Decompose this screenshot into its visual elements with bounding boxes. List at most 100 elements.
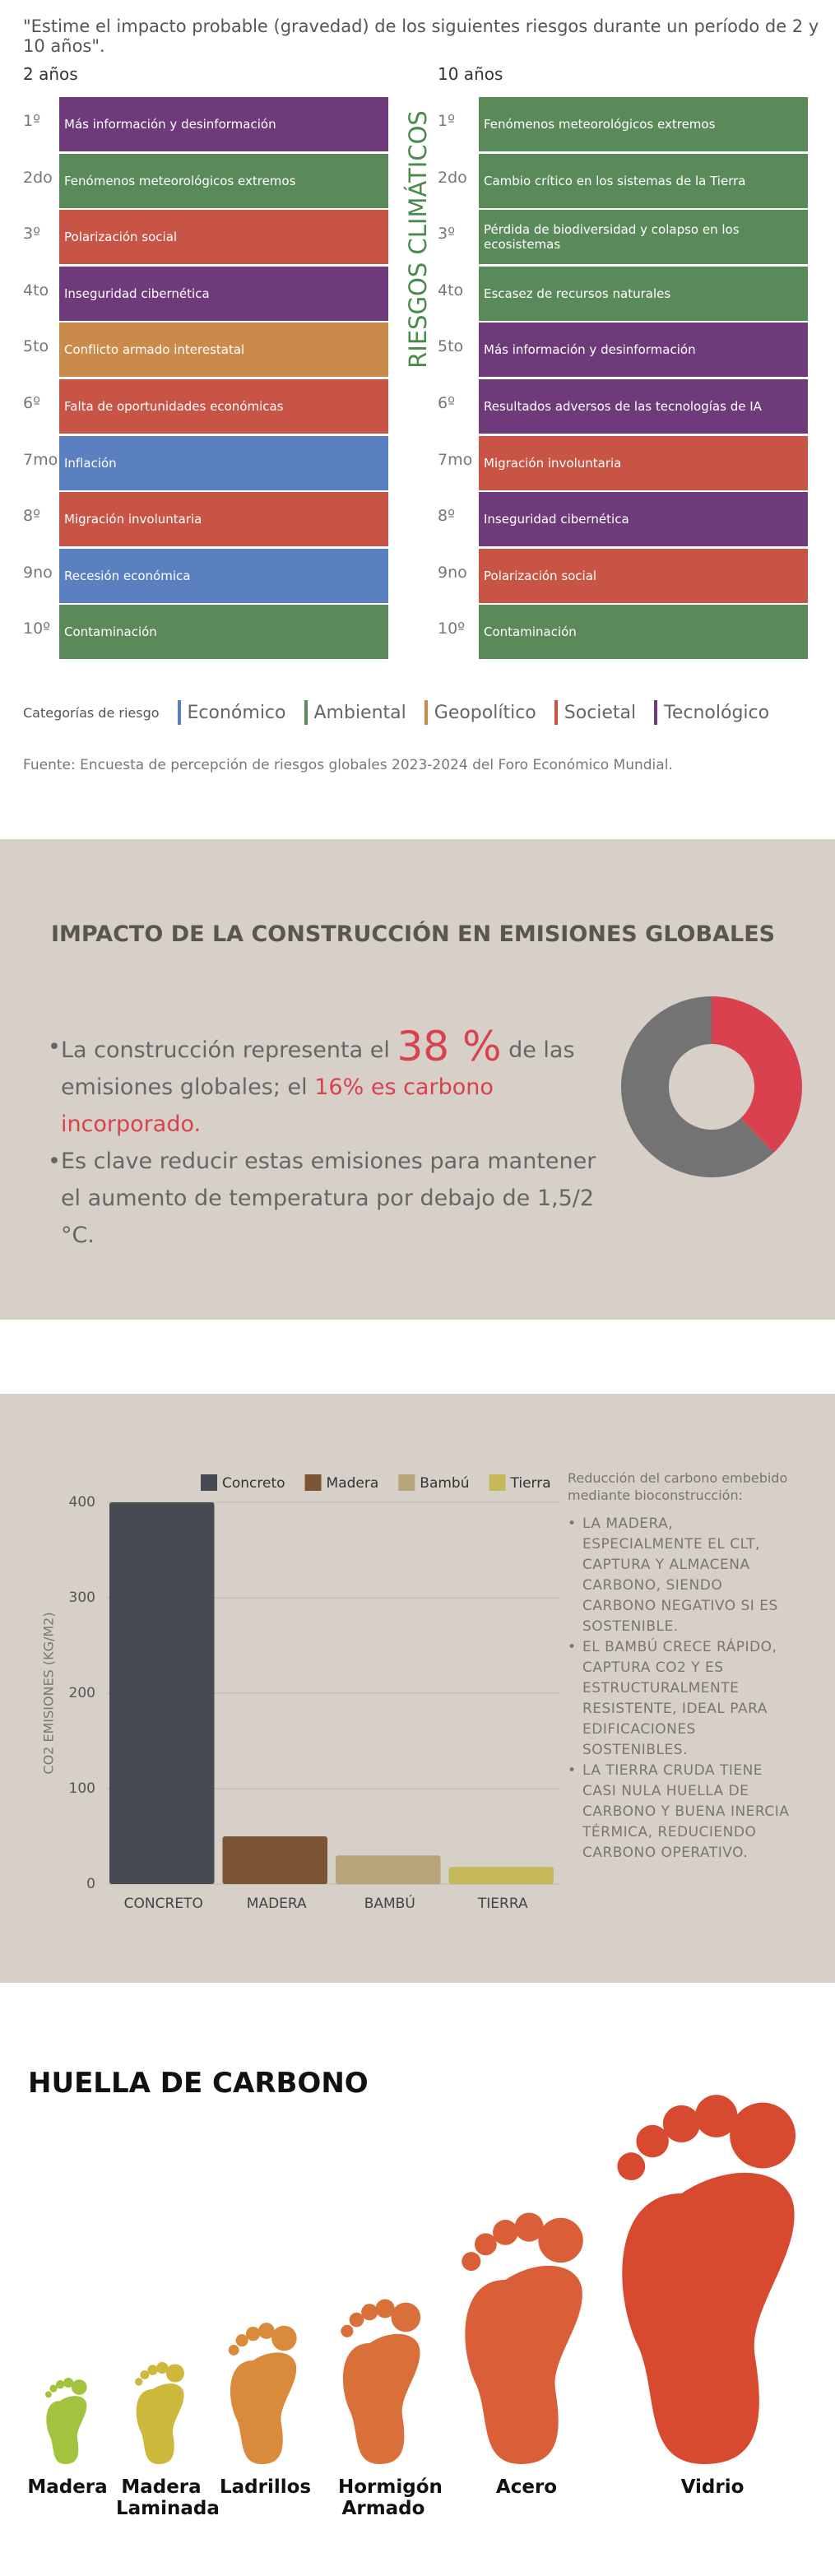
risk-legend: Categorías de riesgo Económico Ambiental G… <box>23 698 787 727</box>
risk-box: Polarización social <box>479 548 808 603</box>
rank: 7mo <box>438 450 473 469</box>
footprint-label: Vidrio <box>680 2476 745 2498</box>
column-label: 2 años <box>23 64 78 84</box>
risk-box: Inseguridad cibernética <box>59 266 388 321</box>
toe <box>228 2344 239 2356</box>
toe <box>271 2325 297 2351</box>
rank: 6º <box>23 394 41 412</box>
footprint-label: Madera Laminada <box>116 2476 220 2519</box>
rank: 5to <box>438 337 464 356</box>
note-text: LA MADERA, ESPECIALMENTE EL CLT, CAPTURA… <box>582 1515 778 1635</box>
toe <box>135 2378 143 2386</box>
toe <box>49 2384 58 2393</box>
legend-label: Bambú <box>420 1475 469 1492</box>
legend-swatch <box>489 1474 506 1491</box>
label-box: Vidrio <box>680 2476 745 2498</box>
legend-swatch <box>554 700 558 725</box>
label-box: Madera Laminada <box>116 2476 220 2519</box>
legend-item: Societal <box>554 700 636 725</box>
legend-label: Ambiental <box>313 702 406 723</box>
toe <box>617 2152 646 2181</box>
legend-swatch <box>654 700 658 725</box>
label-box: Ladrillos <box>220 2476 312 2498</box>
risk-box: Contaminación <box>59 605 388 660</box>
notes: • LA MADERA, ESPECIALMENTE EL CLT, CAPTUR… <box>568 1514 798 1864</box>
toe <box>257 2323 275 2339</box>
source: Fuente: Encuesta de percepción de riesgo… <box>23 757 673 773</box>
risk-box: Pérdida de biodiversidad y colapso en lo… <box>479 210 808 265</box>
toe <box>55 2379 65 2389</box>
toe <box>245 2326 261 2342</box>
bar <box>336 1855 441 1884</box>
rank: 7mo <box>23 450 58 469</box>
risk-box: Escasez de recursos naturales <box>479 266 808 321</box>
toe <box>391 2302 421 2332</box>
bar <box>109 1502 215 1884</box>
x-tick-label: TIERRA <box>477 1896 528 1912</box>
legend-label: Tierra <box>510 1475 551 1492</box>
risk-box: Conflicto armado interestatal <box>59 323 388 378</box>
toe <box>375 2299 395 2318</box>
risk-box: Resultados adversos de las tecnologías d… <box>479 379 808 434</box>
sole <box>136 2383 184 2464</box>
footprint-label: Madera <box>27 2476 108 2498</box>
sole <box>465 2265 582 2464</box>
risk-box: Recesión económica <box>59 548 388 603</box>
toe <box>349 2312 364 2328</box>
footprint <box>462 2212 583 2464</box>
risk-box: Cambio crítico en los sistemas de la Tie… <box>479 153 808 208</box>
legend-label: Societal <box>564 702 637 723</box>
sole <box>622 2172 795 2464</box>
label-box: Acero <box>495 2476 558 2498</box>
rank: 3º <box>438 225 456 244</box>
rank: 8º <box>23 507 41 526</box>
donut-slice <box>621 996 774 1177</box>
toe <box>156 2361 169 2374</box>
risk-box: Más información y desinformación <box>479 323 808 378</box>
rank: 9no <box>23 563 53 582</box>
note: • LA MADERA, ESPECIALMENTE EL CLT, CAPTUR… <box>568 1514 798 1637</box>
x-tick-label: BAMBÚ <box>364 1894 415 1912</box>
y-tick-label: 200 <box>69 1685 95 1701</box>
legend-title: Categorías de riesgo <box>23 704 160 721</box>
highlight-text: 16% es carbono incorporado. <box>60 1074 494 1137</box>
footprint-label: Ladrillos <box>220 2476 312 2498</box>
footprint-label: Acero <box>495 2476 558 2498</box>
rank: 4to <box>438 281 464 299</box>
rank: 2do <box>438 168 467 187</box>
toe <box>694 2095 738 2137</box>
note: • EL BAMBÚ CRECE RÁPIDO, CAPTURA CO2 Y ES… <box>568 1637 798 1761</box>
bullet: • La construcción representa el 38 % de … <box>48 1023 575 1137</box>
sole <box>342 2333 420 2464</box>
bullet-dot: • <box>568 1762 577 1779</box>
risk-box: Migración involuntaria <box>479 435 808 490</box>
risk-box: Fenómenos meteorológicos extremos <box>59 153 388 208</box>
toe <box>44 2391 52 2398</box>
toe <box>341 2324 354 2337</box>
section-title: IMPACTO DE LA CONSTRUCCIÓN EN EMISIONES … <box>51 921 776 947</box>
toe <box>361 2304 378 2321</box>
notes-title: Reducción del carbono embebido mediante … <box>568 1470 788 1503</box>
rank: 9no <box>438 563 467 582</box>
footprint <box>341 2299 421 2464</box>
toe <box>63 2377 74 2388</box>
risk-ranking: 2 años 1º Más información y desinformación… <box>0 0 835 790</box>
legend-swatch <box>201 1474 217 1491</box>
rank: 10º <box>23 620 51 638</box>
toe <box>474 2233 497 2256</box>
rank: 2do <box>23 168 53 187</box>
bullets: • La construcción representa el 38 % de … <box>48 1023 615 1254</box>
question: "Estime el impacto probable (gravedad) d… <box>23 16 819 56</box>
footprint-title: HUELLA DE CARBONO <box>28 2067 369 2100</box>
risk-box: Fenómenos meteorológicos extremos <box>479 97 808 151</box>
bullet-dot: • <box>568 1515 577 1532</box>
risk-box: Polarización social <box>59 210 388 265</box>
toe <box>730 2102 796 2169</box>
toe <box>71 2379 87 2395</box>
toe <box>462 2252 481 2272</box>
legend-item: Económico <box>177 700 286 725</box>
x-tick-label: MADERA <box>247 1896 307 1912</box>
legend-label: Tecnológico <box>664 702 770 723</box>
footprint-label: Hormigón Armado <box>338 2476 443 2519</box>
toe <box>147 2365 158 2375</box>
